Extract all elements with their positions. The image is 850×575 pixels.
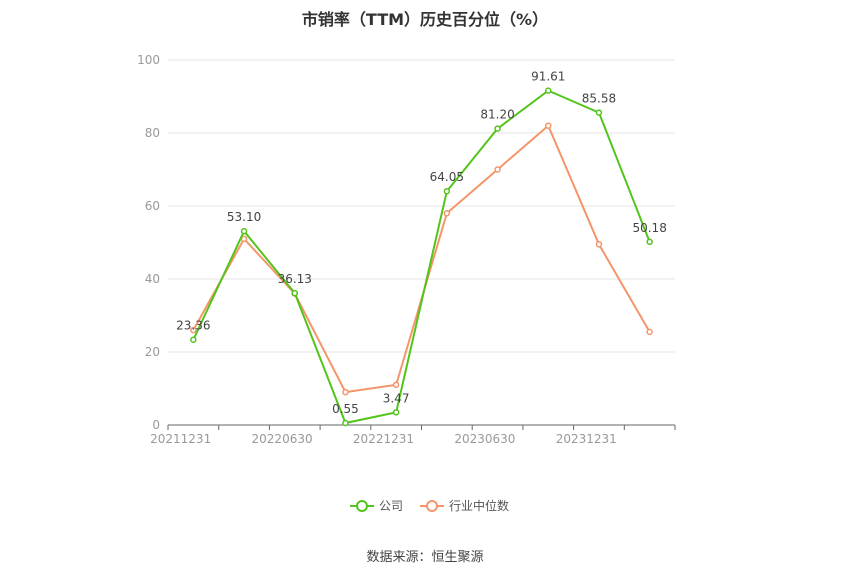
data-label: 81.20 (480, 108, 514, 122)
data-point (190, 326, 197, 334)
data-label: 85.58 (582, 92, 616, 106)
data-label: 3.47 (383, 391, 410, 405)
y-tick-label: 100 (137, 53, 160, 67)
y-tick-label: 60 (145, 199, 160, 213)
data-point (291, 289, 298, 297)
data-point (494, 166, 501, 173)
x-tick-label: 20211231 (150, 432, 211, 446)
y-tick-label: 0 (152, 418, 160, 432)
series-line-公司 (192, 89, 651, 424)
data-point (545, 87, 552, 94)
data-point (392, 381, 400, 389)
x-tick-label: 20230630 (454, 432, 515, 446)
x-tick-label: 20221231 (353, 432, 414, 446)
chart-title: 市销率（TTM）历史百分位（%） (301, 10, 549, 29)
data-point (190, 336, 197, 343)
data-label: 91.61 (531, 70, 565, 84)
data-label: 50.18 (632, 221, 666, 235)
data-point (494, 125, 501, 132)
y-tick-label: 80 (145, 126, 160, 140)
legend-swatch-marker (356, 500, 368, 512)
data-point (342, 419, 349, 427)
legend-swatch-marker (426, 500, 438, 512)
data-point (545, 122, 552, 129)
data-label: 0.55 (332, 402, 359, 416)
data-source: 数据来源：恒生聚源 (366, 550, 484, 565)
data-point (595, 241, 603, 248)
legend-label: 行业中位数 (449, 498, 509, 513)
x-tick-label: 20231231 (556, 432, 617, 446)
x-tick-label: 20220630 (252, 432, 313, 446)
data-point (646, 238, 653, 246)
data-label: 53.10 (227, 210, 261, 224)
data-point (443, 187, 451, 195)
data-label: 23.36 (176, 319, 210, 333)
data-point (342, 388, 349, 396)
legend-label: 公司 (379, 499, 403, 513)
data-label: 36.13 (278, 272, 312, 286)
data-label: 64.05 (430, 170, 464, 184)
data-point (595, 109, 603, 116)
y-tick-label: 40 (145, 272, 160, 286)
data-point (392, 409, 400, 416)
data-point (646, 328, 653, 336)
y-tick-label: 20 (145, 345, 160, 359)
data-point (240, 227, 248, 235)
data-point (443, 210, 451, 217)
